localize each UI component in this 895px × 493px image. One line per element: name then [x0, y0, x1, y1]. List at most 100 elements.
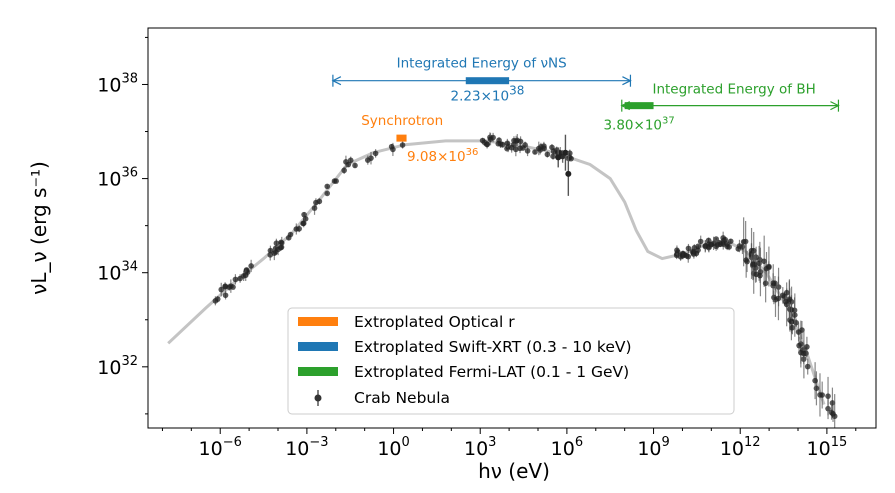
crab-point [285, 234, 292, 241]
crab-point [296, 225, 302, 232]
crab-point [364, 157, 371, 163]
optical-r-bar [396, 134, 407, 142]
crab-point [301, 211, 307, 218]
y-tick-label: 1034 [97, 260, 138, 285]
crab-point [499, 141, 506, 148]
crab-point [829, 400, 836, 406]
arrow-head-right [622, 76, 632, 86]
crab-point [555, 154, 562, 161]
y-tick-label: 1036 [97, 166, 138, 191]
ns-energy-value: 2.23×1038 [451, 84, 525, 105]
crab-point [766, 263, 772, 270]
crab-point [490, 134, 496, 141]
legend-label-crab: Crab Nebula [354, 389, 450, 407]
crab-point [495, 140, 502, 147]
crab-point [568, 155, 574, 162]
crab-point [372, 150, 379, 157]
crab-point [562, 149, 569, 156]
crab-point [504, 140, 511, 147]
crab-point [399, 142, 406, 148]
crab-point [212, 298, 219, 304]
legend-label-lat: Extroplated Fermi-LAT (0.1 - 1 GeV) [354, 363, 629, 381]
crab-point [722, 236, 729, 243]
bh-energy-label: Integrated Energy of BH [652, 82, 815, 98]
crab-point [242, 272, 249, 279]
crab-point [830, 411, 836, 417]
crab-point [222, 292, 229, 299]
crab-point [388, 143, 395, 150]
x-tick-label: 1015 [807, 435, 848, 460]
legend: Extroplated Optical r Extroplated Swift-… [287, 307, 735, 415]
crab-point [812, 377, 818, 384]
crab-point [535, 145, 542, 152]
crab-point [803, 350, 809, 357]
crab-point [804, 363, 811, 370]
crab-point [714, 242, 721, 248]
crab-point [750, 261, 756, 267]
crab-point [550, 153, 556, 160]
crab-point [218, 286, 225, 293]
crab-point [243, 267, 250, 273]
crab-point [771, 294, 777, 301]
legend-swatch-lat [298, 367, 338, 376]
crab-point [817, 392, 823, 398]
crab-point [796, 342, 802, 349]
crab-point [565, 170, 572, 177]
crab-point [783, 289, 790, 296]
arrow-head-right [830, 101, 840, 111]
bh-energy-arrow [620, 99, 840, 112]
crab-point [743, 257, 749, 263]
crab-point [541, 145, 547, 152]
crab-point [680, 250, 686, 257]
legend-label-xrt: Extroplated Swift-XRT (0.3 - 10 keV) [354, 338, 632, 356]
crab-point [750, 247, 757, 254]
crab-point [795, 329, 802, 335]
y-axis-label: νL_ν (erg s⁻¹) [27, 161, 51, 295]
arrow-head-left [620, 101, 631, 111]
y-tick-label: 1032 [97, 354, 138, 379]
legend-box [287, 307, 735, 415]
crab-point [724, 241, 730, 247]
crab-point [544, 151, 551, 158]
crab-nebula-points [212, 132, 838, 428]
crab-point [674, 247, 680, 254]
crab-point [691, 249, 697, 255]
crab-point [352, 162, 358, 169]
crab-point [517, 145, 523, 152]
crab-point [770, 280, 777, 286]
x-tick-label: 106 [551, 435, 583, 460]
crab-point [788, 318, 795, 325]
y-axis-ticks: 1032 1034 1036 1038 [97, 36, 148, 415]
crab-point [524, 148, 531, 154]
crab-point [813, 385, 820, 392]
x-tick-label: 10−3 [285, 435, 328, 460]
crab-point [277, 244, 284, 251]
crab-point [549, 144, 555, 151]
crab-point [736, 243, 743, 249]
crab-point [685, 245, 692, 252]
x-tick-label: 10−6 [199, 435, 242, 460]
y-tick-label: 1038 [97, 71, 138, 96]
crab-point [343, 159, 349, 165]
x-tick-label: 103 [464, 435, 496, 460]
crab-point [825, 393, 831, 399]
x-tick-label: 109 [637, 435, 669, 460]
legend-swatch-crab [314, 394, 322, 402]
crab-point [324, 183, 331, 190]
x-axis-label: hν (eV) [478, 459, 550, 483]
x-axis-ticks: 10−6 10−3 100 103 106 109 1012 1015 [161, 428, 857, 460]
crab-point [697, 238, 704, 245]
legend-swatch-xrt [298, 342, 338, 351]
crab-point [311, 205, 318, 211]
crab-point [789, 324, 796, 331]
crab-point [702, 242, 709, 249]
crab-point [740, 239, 747, 245]
crab-point [248, 263, 254, 269]
crab-point [786, 296, 793, 302]
synchrotron-value: 9.08×1036 [407, 147, 478, 165]
arrow-head-left [331, 76, 342, 86]
plot-frame [147, 27, 877, 429]
crab-point [708, 241, 714, 248]
crab-point [341, 167, 347, 174]
